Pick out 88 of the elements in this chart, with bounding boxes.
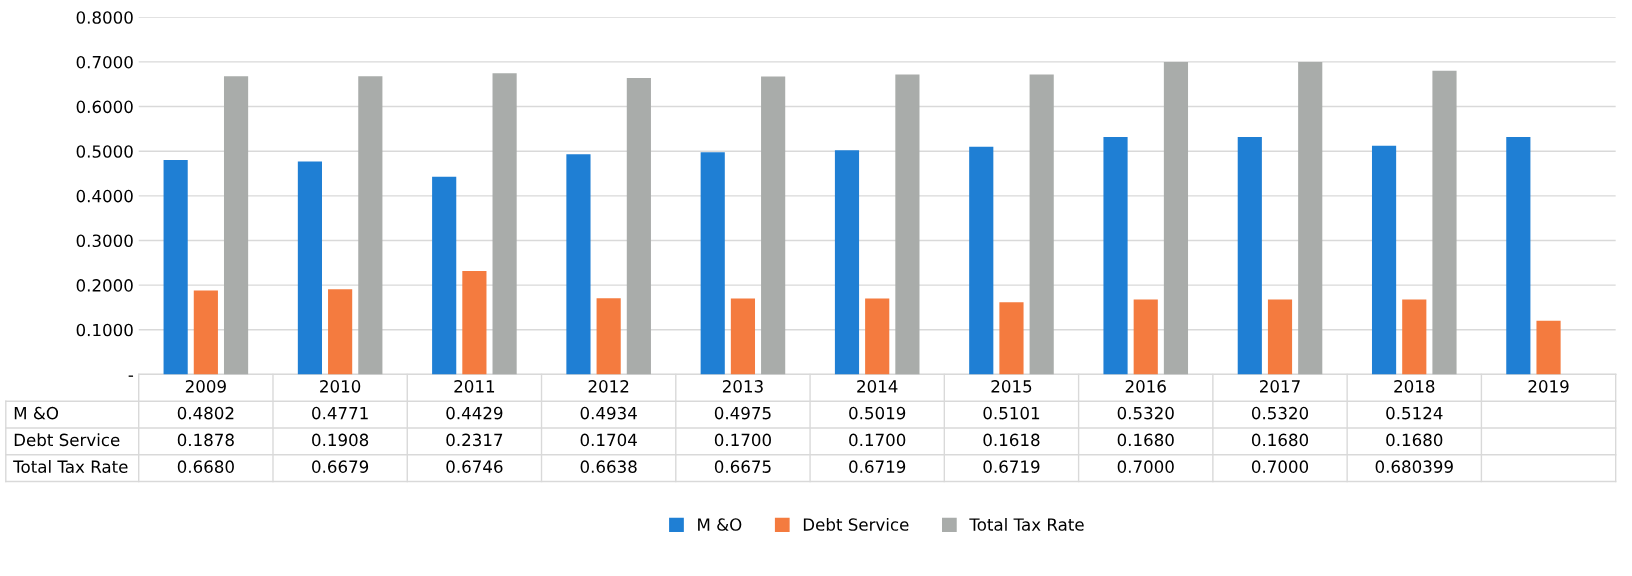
y-tick-label: 0.4000 [76,189,133,203]
bar [1133,299,1158,375]
bar [492,73,517,375]
y-tick-label: 0.5000 [76,145,133,158]
legend-label: Debt Service [803,517,909,531]
data-label: 0.1680 [1386,433,1443,447]
bar [1267,299,1293,375]
bar [566,154,591,375]
data-label: 0.1908 [312,433,369,447]
y-tick-label: 0.3000 [76,234,133,248]
x-tick-label: 2014 [857,380,898,393]
bar [223,76,249,375]
bar [969,146,994,375]
text: M &O [14,406,59,420]
data-label: 0.5320 [1251,406,1309,420]
data-label: 0.1700 [849,433,906,447]
bar [730,298,756,375]
bar [895,74,920,375]
bar [1536,320,1561,375]
data-label: 0.4429 [446,406,503,420]
bar [1402,299,1427,375]
x-tick-label: 2019 [1528,380,1569,393]
data-label: 0.4802 [177,406,234,420]
data-label: 0.4771 [312,406,368,420]
bar [1103,136,1128,375]
x-tick-label: 2017 [1260,380,1300,393]
bar [834,150,860,375]
data-label: 0.6719 [849,460,906,473]
bar [462,270,487,375]
data-label: 0.5320 [1117,406,1174,420]
data-label: 0.1680 [1251,433,1309,447]
bar [999,302,1024,375]
legend-label: M &O [698,518,742,531]
x-tick-label: 2016 [1125,380,1166,393]
data-label: 0.2317 [446,433,503,447]
data-label: 0.5101 [983,406,1040,420]
bar [1163,61,1189,375]
bar [1029,74,1054,375]
y-tick-label: 0.1000 [76,323,133,337]
data-label: 0.6719 [983,460,1040,473]
x-tick-label: 2012 [588,380,629,393]
bar [761,76,786,375]
bar [328,289,353,375]
data-label: 0.5019 [849,406,906,420]
data-label: 0.6675 [714,460,771,473]
x-tick-label: 2013 [722,380,763,393]
legend-label: Total Tax Rate [969,517,1084,531]
data-label: 0.680399 [1375,460,1453,473]
y-tick-label: 0.8000 [76,11,133,24]
x-tick-label: 2018 [1394,380,1435,393]
data-label: 0.1700 [714,433,771,447]
bar [297,161,322,375]
data-label: 0.1680 [1117,433,1174,447]
bar [596,298,621,375]
y-tick-label: - [128,375,134,377]
y-tick-label: 0.6000 [76,100,133,114]
bar [1237,136,1262,375]
data-label: 0.6679 [312,460,369,473]
data-label: 0.7000 [1117,460,1174,473]
x-tick-label: 2015 [991,380,1032,393]
data-label: 0.4975 [714,406,771,420]
data-label: 0.1704 [580,433,637,447]
data-label: 0.1878 [177,433,234,447]
data-label: 0.1618 [983,433,1040,447]
text: Debt Service [14,433,120,447]
bar [432,176,457,375]
data-label: 0.7000 [1251,460,1309,473]
text: Total Tax Rate [13,460,128,473]
data-label: 0.6638 [580,460,637,473]
x-tick-label: 2010 [320,380,361,393]
bar [626,78,651,375]
data-label: 0.6746 [446,460,503,473]
bar [865,298,890,375]
x-tick-label: 2011 [454,380,495,393]
y-tick-label: 0.2000 [76,279,133,292]
data-label: 0.4934 [580,406,637,420]
bar [358,76,383,375]
y-tick-label: 0.7000 [76,55,133,69]
bar [193,290,218,375]
bar [163,160,188,375]
bar [1432,70,1457,375]
data-label: 0.5124 [1386,406,1443,420]
data-label: 0.6680 [177,460,234,473]
x-tick-label: 2009 [185,380,226,393]
bar [1371,145,1397,375]
bar [700,152,725,375]
bar [1298,61,1323,375]
bar [1506,136,1531,375]
